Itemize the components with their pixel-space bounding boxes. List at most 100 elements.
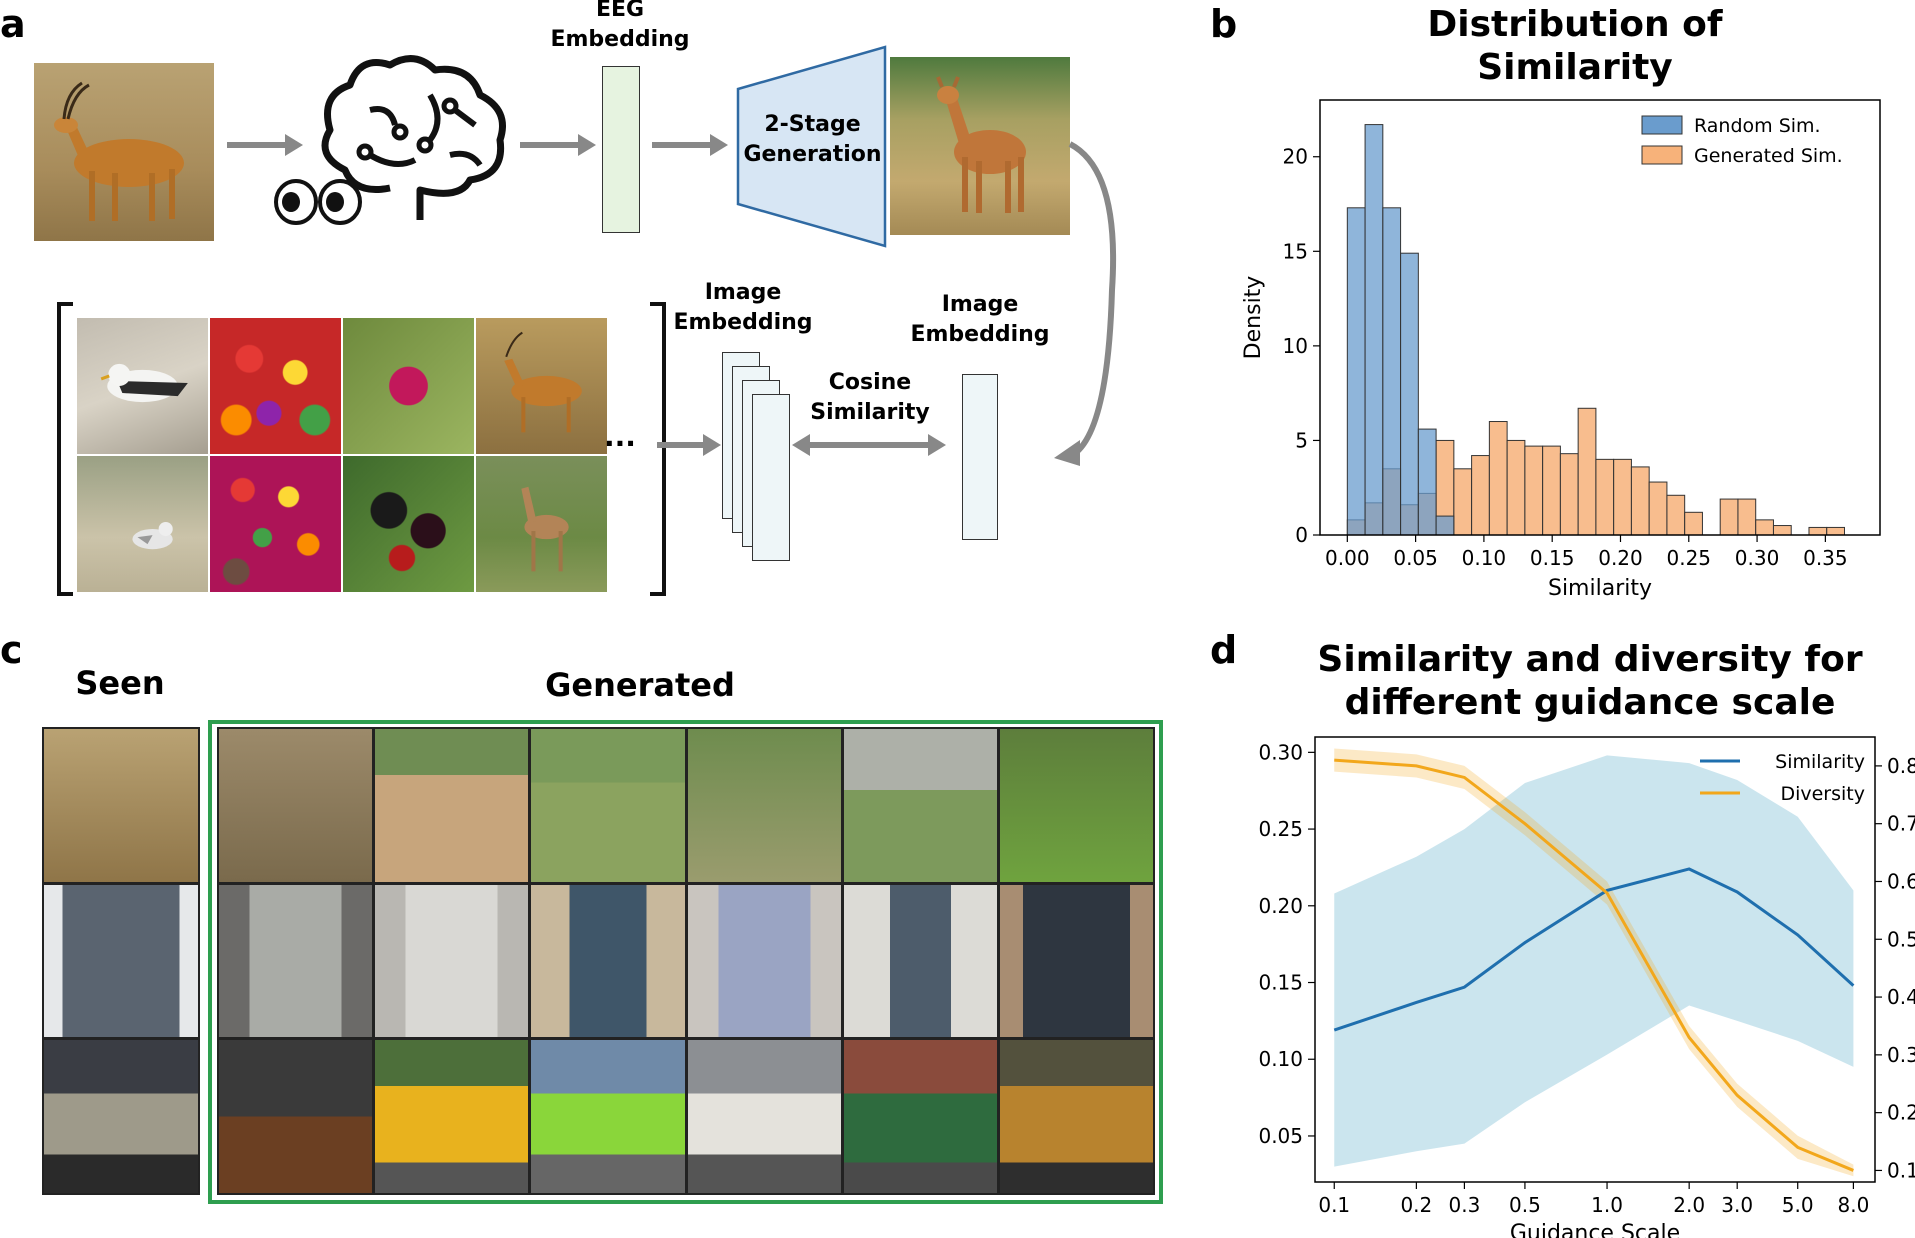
right-y-tick-label: 0.3	[1887, 1043, 1915, 1067]
x-tick-label: 0.15	[1530, 546, 1575, 570]
generated-vehicle-5	[843, 1040, 997, 1193]
left-y-tick-label: 0.25	[1258, 817, 1303, 841]
seen-jeep-thumb	[44, 1040, 198, 1193]
hist-bar-generated	[1826, 526, 1845, 536]
generated-vehicle-2	[375, 1040, 529, 1193]
generated-frame	[208, 720, 1163, 1204]
jellybeans-photo	[210, 318, 341, 454]
left-y-tick-label: 0.10	[1258, 1047, 1303, 1071]
left-y-tick-label: 0.15	[1258, 971, 1303, 995]
right-y-tick-label: 0.8	[1887, 754, 1915, 778]
legend-label-0: Similarity	[1775, 751, 1865, 773]
x-tick-label: 2.0	[1673, 1193, 1705, 1217]
gull-photo	[77, 318, 208, 454]
double-arrow-cosine	[792, 434, 946, 456]
image-set-brackets	[57, 302, 666, 596]
diversity-band	[1334, 748, 1854, 1177]
arrow-eeg-to-generator	[652, 134, 728, 156]
image-embedding-label-left: Image Embedding	[673, 280, 813, 335]
generated-shirt-4	[687, 884, 841, 1038]
legend-label-1: Generated Sim.	[1694, 145, 1843, 167]
right-y-tick-label: 0.4	[1887, 985, 1915, 1009]
eeg-embedding-box	[602, 66, 640, 233]
generated-vehicle-1	[219, 1040, 373, 1193]
generated-label: Generated	[545, 666, 735, 704]
hist-bar-random	[1382, 207, 1402, 536]
hist-bar-generated	[1595, 458, 1615, 536]
eeg-embedding-label: EEG Embedding	[550, 0, 690, 52]
generated-shirt-2	[375, 884, 529, 1038]
brain-icon	[321, 55, 506, 220]
x-tick-label: 8.0	[1837, 1193, 1869, 1217]
hist-bar-generated	[1808, 526, 1828, 536]
generation-label: 2-Stage Generation	[743, 112, 882, 167]
generated-embedding-box	[962, 374, 998, 540]
hist-bar-generated	[1524, 445, 1544, 536]
generated-shirt-3	[531, 884, 685, 1038]
hist-bar-generated	[1577, 407, 1597, 536]
generated-deer-2	[375, 729, 529, 882]
right-y-tick-label: 0.1	[1887, 1158, 1915, 1182]
x-tick-label: 0.1	[1318, 1193, 1350, 1217]
arrow-set-to-embedding	[657, 434, 721, 456]
x-tick-label: 0.20	[1598, 546, 1643, 570]
seen-column	[42, 727, 200, 1195]
arrow-brain-to-eeg	[520, 134, 596, 156]
chart-b-frame	[1319, 99, 1881, 536]
legend-label-1: Diversity	[1780, 783, 1865, 805]
x-axis-label: Guidance Scale	[1510, 1221, 1680, 1238]
generated-deer-6	[999, 729, 1153, 882]
chart-b-svg: 0.00 0.05 0.10 0.15 0.20 0.25 0.30 0.35 0 5 10 15 20…	[1241, 99, 1881, 601]
hist-bar-generated	[1506, 439, 1526, 536]
chart-b-title: Distribution of Similarity	[1427, 4, 1723, 89]
left-y-tick-label: 0.30	[1258, 740, 1303, 764]
chart-d-svg: 0.1 0.2 0.3 0.5 1.0 2.0 3.0 5.0 8.0 0.05 0.10 0.15 0…	[1258, 736, 1915, 1238]
x-tick-label: 0.35	[1803, 546, 1848, 570]
generator-trapezoid	[736, 45, 887, 248]
generated-dress-5	[843, 884, 997, 1038]
x-tick-label: 3.0	[1721, 1193, 1753, 1217]
x-tick-label: 0.3	[1449, 1193, 1481, 1217]
hist-bar-random	[1400, 252, 1419, 536]
hist-bar-random	[1435, 515, 1455, 536]
similarity-band	[1334, 755, 1854, 1167]
x-tick-label: 1.0	[1591, 1193, 1623, 1217]
hist-bar-generated	[1737, 498, 1757, 536]
right-y-tick-label: 0.7	[1887, 812, 1915, 836]
hist-bar-generated	[1559, 453, 1579, 536]
jellybeans-photo-2	[210, 456, 341, 592]
hist-bar-random	[1417, 428, 1437, 536]
hist-bar-generated	[1488, 421, 1508, 536]
generated-deer-1	[219, 729, 373, 882]
hist-bar-generated	[1666, 494, 1686, 536]
generated-vehicle-4	[687, 1040, 841, 1193]
embedding-stack-4	[752, 394, 790, 561]
deer-photo	[476, 456, 607, 592]
hist-bar-generated	[1772, 525, 1792, 536]
generated-vehicle-6	[999, 1040, 1153, 1193]
x-tick-label: 0.00	[1325, 546, 1370, 570]
x-tick-label: 0.5	[1509, 1193, 1541, 1217]
generated-shirt-1	[219, 884, 373, 1038]
hist-bar-generated	[1630, 466, 1650, 536]
panel-letter-d: d	[1210, 628, 1238, 672]
x-tick-label: 0.10	[1462, 546, 1507, 570]
generated-shirt-6	[999, 884, 1153, 1038]
image-embedding-label-right: Image Embedding	[910, 292, 1050, 347]
x-tick-label: 0.30	[1735, 546, 1780, 570]
panel-letter-a: a	[0, 2, 26, 46]
hist-bar-generated	[1471, 455, 1490, 536]
panel-letter-c: c	[0, 628, 23, 672]
y-tick-label: 20	[1283, 145, 1308, 169]
diversity-line	[1334, 758, 1854, 1172]
generated-deer-3	[531, 729, 685, 882]
hist-bar-generated	[1453, 468, 1473, 536]
left-y-tick-label: 0.20	[1258, 894, 1303, 918]
right-y-tick-label: 0.2	[1887, 1101, 1915, 1125]
arrow-photo-to-brain	[227, 134, 303, 156]
x-axis-label: Similarity	[1548, 576, 1652, 601]
y-tick-label: 10	[1283, 334, 1308, 358]
generated-deer-5	[843, 729, 997, 882]
cosine-similarity-label: Cosine Similarity	[810, 370, 930, 425]
eyes-icon	[274, 179, 362, 225]
